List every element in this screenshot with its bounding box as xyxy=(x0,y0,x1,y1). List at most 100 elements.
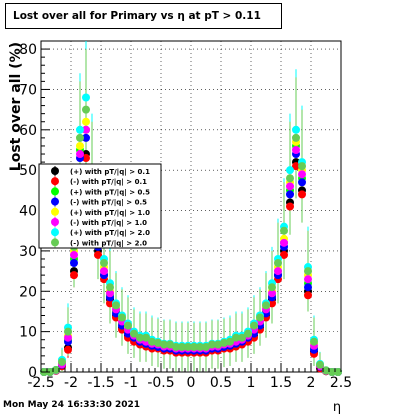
data-point xyxy=(286,182,294,191)
y-tick-label: 30 xyxy=(19,244,37,260)
data-point xyxy=(94,250,102,259)
data-point xyxy=(82,105,90,114)
y-tick-label: 0 xyxy=(28,365,37,381)
data-point xyxy=(286,202,294,211)
data-point xyxy=(106,283,114,292)
data-point xyxy=(118,313,126,322)
legend-entry-label: (+) with pT/|q| > 0.1 xyxy=(70,168,150,177)
tick-labels: -2.5 -2 -1.5 -1 -0.5 0 0.5 1 1.5 2 2.5 0 10 20 30 40 50 6… xyxy=(19,42,352,391)
data-point xyxy=(64,327,72,336)
data-point xyxy=(166,340,174,349)
data-point xyxy=(256,313,264,322)
y-tick-label: 40 xyxy=(19,204,37,220)
data-point xyxy=(82,117,90,126)
data-point xyxy=(214,340,222,349)
data-point xyxy=(76,133,84,142)
x-tick-label: -1.5 xyxy=(87,375,114,391)
data-point xyxy=(250,321,258,330)
data-point xyxy=(106,299,114,308)
data-point xyxy=(310,337,318,346)
data-point xyxy=(196,342,204,351)
data-point xyxy=(268,299,276,308)
data-point xyxy=(304,267,312,276)
x-axis-label: η xyxy=(333,400,341,414)
data-point xyxy=(52,365,60,374)
data-point xyxy=(70,271,78,280)
y-tick-label: 60 xyxy=(19,123,37,139)
data-point xyxy=(58,357,66,366)
x-tick-label: 0.5 xyxy=(210,375,232,391)
data-point xyxy=(298,170,306,179)
data-point xyxy=(172,342,180,351)
legend-entry-label: (+) with pT/|q| > 1.0 xyxy=(70,209,150,218)
data-points xyxy=(40,93,342,376)
legend-entry-label: (-) with pT/|q| > 0.1 xyxy=(70,178,147,187)
legend-entry-label: (-) with pT/|q| > 2.0 xyxy=(70,239,147,248)
data-point xyxy=(274,267,282,276)
data-point xyxy=(82,133,90,142)
data-point xyxy=(232,333,240,342)
data-point xyxy=(286,174,294,183)
data-point xyxy=(304,291,312,300)
data-point xyxy=(280,238,288,247)
data-point xyxy=(100,267,108,276)
data-point xyxy=(304,283,312,292)
data-point xyxy=(268,283,276,292)
x-tick-label: 1 xyxy=(247,375,256,391)
data-point xyxy=(208,340,216,349)
data-point xyxy=(130,329,138,338)
legend-entry-label: (-) with pT/|q| > 1.0 xyxy=(70,219,147,228)
data-point xyxy=(262,301,270,310)
data-point xyxy=(76,141,84,150)
x-tick-label: 0 xyxy=(187,375,196,391)
data-point xyxy=(274,259,282,268)
data-point xyxy=(148,337,156,346)
x-tick-label: -1 xyxy=(124,375,138,391)
data-point xyxy=(280,226,288,235)
data-point xyxy=(244,329,252,338)
data-point xyxy=(82,93,90,102)
data-point xyxy=(298,178,306,187)
data-point xyxy=(292,162,300,171)
data-point xyxy=(136,333,144,342)
data-point xyxy=(190,342,198,351)
data-point xyxy=(286,166,294,175)
data-point xyxy=(202,342,210,351)
data-point xyxy=(268,289,276,298)
data-point xyxy=(112,301,120,310)
x-tick-label: -0.5 xyxy=(147,375,174,391)
x-tick-label: 2.5 xyxy=(330,375,352,391)
data-point xyxy=(316,360,324,369)
legend-entry-label: (+) with pT/|q| > 0.5 xyxy=(70,188,150,197)
data-point xyxy=(328,368,336,376)
data-point xyxy=(106,289,114,298)
data-point xyxy=(298,190,306,199)
x-tick-label: 1.5 xyxy=(270,375,292,391)
y-axis-label: Lost over all (%) xyxy=(8,42,24,171)
data-point xyxy=(298,162,306,171)
chart-title: Lost over all for Primary vs η at pT > 0… xyxy=(5,3,282,29)
data-point xyxy=(100,259,108,268)
data-point xyxy=(292,145,300,154)
data-point xyxy=(322,366,330,375)
y-tick-label: 50 xyxy=(19,163,37,179)
data-point xyxy=(292,133,300,142)
y-tick-label: 80 xyxy=(19,42,37,58)
data-point xyxy=(70,259,78,268)
data-point xyxy=(64,333,72,342)
y-tick-label: 70 xyxy=(19,82,37,98)
y-tick-label: 20 xyxy=(19,284,37,300)
data-point xyxy=(82,154,90,163)
data-point xyxy=(334,368,342,376)
data-point xyxy=(142,333,150,342)
data-point xyxy=(304,275,312,284)
legend-entry-label: (-) with pT/|q| > 0.5 xyxy=(70,199,147,208)
data-point xyxy=(124,321,132,330)
data-point xyxy=(238,333,246,342)
legend-entry-label: (+) with pT/|q| > 2.0 xyxy=(70,229,150,238)
data-point xyxy=(160,340,168,349)
data-point xyxy=(280,250,288,259)
data-point xyxy=(286,190,294,199)
data-point xyxy=(226,337,234,346)
